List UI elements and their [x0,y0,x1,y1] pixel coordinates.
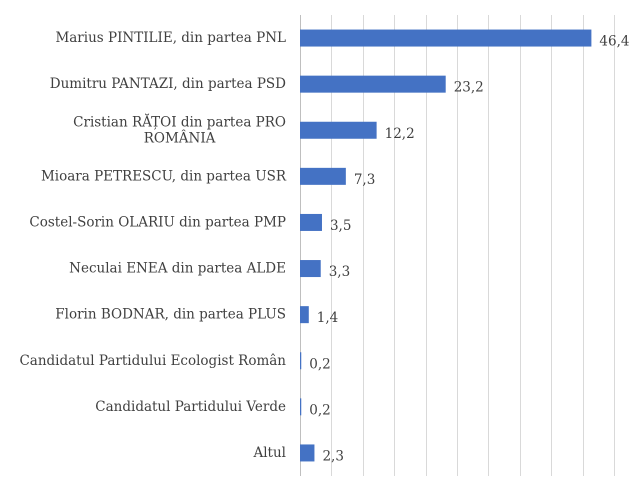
bar [300,29,592,47]
bar [300,306,309,324]
value-label: 0,2 [309,356,330,372]
value-label: 46,4 [599,34,629,50]
category-label-line: Cristian RĂȚOI din partea PRO [73,114,286,130]
category-labels: Marius PINTILIE, din partea PNL Dumitru P… [19,30,286,461]
bar [300,444,315,462]
category-label: Cristian RĂȚOI din partea PRO ROMÂNIA [73,114,286,146]
category-label-line: Altul [252,444,286,460]
bars [300,29,592,462]
value-label: 3,5 [330,218,351,234]
category-label-line: ROMÂNIA [144,130,216,146]
value-labels: 46,4 23,2 12,2 7,3 3,5 3,3 1,4 0,2 0,2 2,3 [309,34,629,465]
value-label: 23,2 [454,80,484,96]
value-label: 2,3 [322,448,343,464]
category-label: Mioara PETRESCU, din partea USR [41,168,287,184]
value-label: 3,3 [329,264,350,280]
category-label-line: Costel-Sorin OLARIU din partea PMP [29,214,286,230]
category-label: Neculai ENEA din partea ALDE [69,260,286,276]
bar [300,352,302,370]
value-label: 7,3 [354,172,375,188]
bar [300,75,446,93]
category-label: Costel-Sorin OLARIU din partea PMP [29,214,286,230]
category-label: Altul [252,444,286,460]
category-label: Candidatul Partidului Ecologist Român [19,352,286,368]
bar [300,121,377,139]
value-label: 1,4 [317,310,338,326]
category-label-line: Candidatul Partidului Verde [95,398,286,414]
value-label: 0,2 [309,402,330,418]
category-label-line: Neculai ENEA din partea ALDE [69,260,286,276]
category-label: Dumitru PANTAZI, din partea PSD [50,76,286,92]
category-label: Candidatul Partidului Verde [95,398,286,414]
bar [300,260,321,278]
category-label-line: Marius PINTILIE, din partea PNL [55,30,286,46]
category-label-line: Dumitru PANTAZI, din partea PSD [50,76,286,92]
category-label-line: Candidatul Partidului Ecologist Român [19,352,286,368]
category-label: Marius PINTILIE, din partea PNL [55,30,286,46]
bar [300,167,346,185]
bar [300,398,302,416]
value-label: 12,2 [385,126,415,142]
category-label-line: Florin BODNAR, din partea PLUS [55,306,286,322]
bar [300,213,322,231]
category-label: Florin BODNAR, din partea PLUS [55,306,286,322]
category-label-line: Mioara PETRESCU, din partea USR [41,168,287,184]
